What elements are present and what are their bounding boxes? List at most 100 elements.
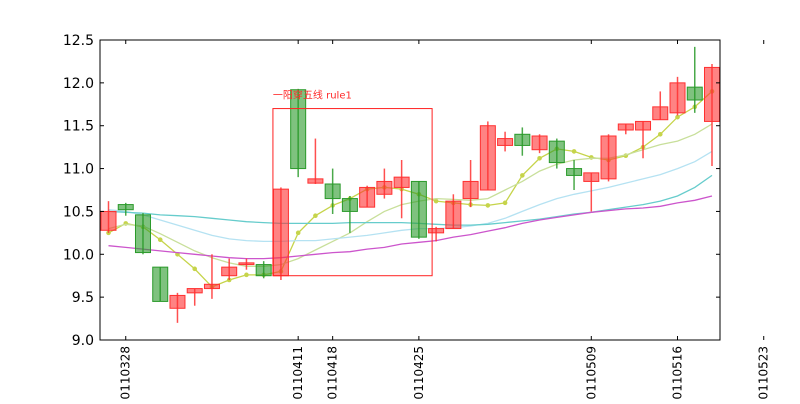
candle-body: [479, 125, 496, 191]
ma-line-1: [108, 90, 713, 288]
candle-body: [583, 172, 600, 182]
ma-point: [502, 200, 508, 206]
candle-body: [617, 123, 634, 131]
x-tick-label: 20110418: [326, 346, 340, 400]
ma-point: [485, 203, 491, 208]
candle-body: [600, 135, 617, 180]
plot-frame: [99, 39, 721, 341]
candle: [548, 138, 565, 169]
annotation-label: 一阳穿五线 rule1: [273, 89, 352, 102]
ma-point: [433, 198, 439, 204]
candle: [635, 120, 652, 159]
candle: [704, 64, 720, 166]
candle: [566, 160, 583, 190]
candle-body: [359, 186, 376, 208]
candle-body: [669, 82, 686, 114]
y-tick-label: 9.5: [72, 290, 94, 306]
candle-body: [704, 66, 720, 122]
ma-line-3: [108, 150, 713, 243]
candle: [238, 258, 255, 270]
candle: [117, 202, 134, 216]
candle: [152, 266, 169, 302]
candle-body: [635, 120, 652, 131]
candle-body: [393, 176, 410, 188]
candle-body: [152, 266, 169, 302]
y-tick-label: 11.0: [63, 162, 94, 178]
candle: [410, 180, 427, 239]
candle-body: [445, 200, 462, 230]
candle-body: [134, 214, 151, 254]
ma-point: [520, 173, 525, 178]
candle: [134, 213, 151, 255]
ma-point: [244, 272, 249, 278]
x-tick-label: 20110328: [119, 346, 133, 400]
candle-body: [566, 168, 583, 176]
x-tick-label: 20110509: [584, 346, 598, 400]
ma-point: [537, 155, 542, 161]
candle: [359, 185, 376, 208]
candle-body: [531, 135, 548, 151]
candle-body: [221, 266, 238, 277]
candle: [376, 168, 393, 199]
candle-body: [652, 106, 669, 121]
candle: [514, 127, 531, 156]
candle-body: [186, 288, 203, 294]
candle-body: [324, 183, 341, 200]
candle-body: [514, 133, 531, 146]
candle: [617, 123, 634, 135]
candle: [531, 134, 548, 154]
y-tick-label: 12.0: [63, 76, 94, 92]
ma-line-2: [108, 123, 713, 267]
ma-point: [313, 213, 318, 219]
annotation: 一阳穿五线 rule1: [272, 89, 433, 277]
candle-body: [169, 294, 186, 309]
candle: [272, 187, 289, 280]
ma-point: [657, 131, 663, 137]
x-tick-label: 20110425: [412, 346, 426, 400]
ma-point: [675, 114, 680, 120]
y-tick-label: 10.5: [63, 204, 94, 220]
candle-body: [238, 262, 255, 266]
ma-line-5: [108, 195, 713, 260]
candle-body: [203, 283, 220, 290]
candle-body: [410, 180, 427, 238]
candle-body: [428, 228, 445, 234]
y-tick-label: 11.5: [63, 119, 94, 135]
candle-body: [307, 178, 324, 184]
candle: [186, 288, 203, 306]
candle-body: [100, 210, 117, 231]
candle-body: [497, 138, 514, 146]
candle: [393, 160, 410, 219]
candle: [203, 254, 220, 299]
y-tick-label: 12.5: [63, 33, 94, 49]
ma-point: [571, 149, 577, 154]
y-tick-label: 9.0: [72, 333, 94, 349]
moving-average-lines: [106, 89, 715, 290]
candle: [100, 201, 117, 233]
ma-point: [295, 230, 301, 236]
candle: [652, 91, 669, 121]
candle-body: [548, 140, 565, 164]
x-tick-label: 20110516: [671, 346, 685, 400]
candle: [428, 226, 445, 242]
candle: [307, 138, 324, 184]
x-axis: 20110328 20110411 20110418 20110425 20110509…: [119, 40, 771, 404]
candle-body: [290, 89, 307, 170]
candle: [600, 134, 617, 182]
x-tick-label: 20110523: [757, 346, 771, 400]
candle: [324, 168, 341, 214]
ma-point: [192, 266, 198, 272]
candle-body: [686, 86, 703, 101]
y-axis: 9.0 9.5 10.0 10.5 11.0 11.5 12.0 12.5: [63, 33, 720, 349]
candle: [583, 172, 600, 212]
annotation-box: [272, 108, 433, 277]
candle: [221, 258, 238, 280]
candle: [341, 196, 358, 233]
candle-body: [376, 180, 393, 195]
candle: [255, 261, 272, 279]
candle: [669, 76, 686, 116]
x-tick-label: 20110411: [291, 346, 305, 400]
candle: [479, 121, 496, 191]
